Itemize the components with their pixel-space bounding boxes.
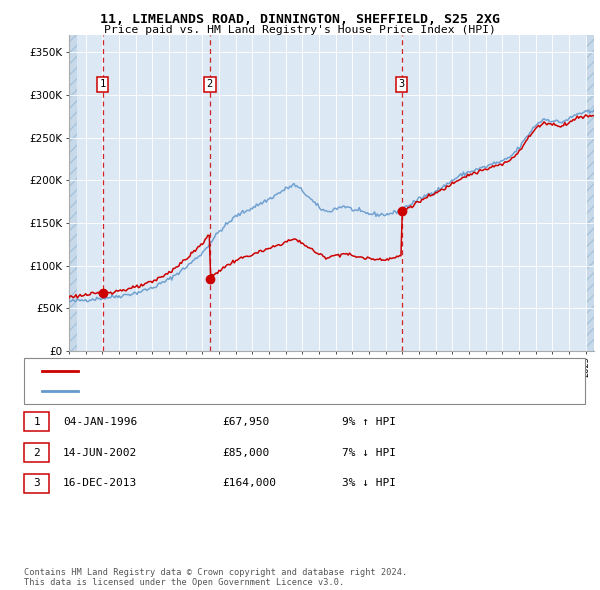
- Text: £164,000: £164,000: [222, 478, 276, 488]
- Text: Contains HM Land Registry data © Crown copyright and database right 2024.
This d: Contains HM Land Registry data © Crown c…: [24, 568, 407, 587]
- Text: 16-DEC-2013: 16-DEC-2013: [63, 478, 137, 488]
- Text: 2: 2: [33, 448, 40, 457]
- Text: 11, LIMELANDS ROAD, DINNINGTON, SHEFFIELD, S25 2XG: 11, LIMELANDS ROAD, DINNINGTON, SHEFFIEL…: [100, 13, 500, 26]
- Text: £67,950: £67,950: [222, 417, 269, 427]
- Text: 1: 1: [100, 79, 106, 89]
- Text: £85,000: £85,000: [222, 448, 269, 457]
- Text: 7% ↓ HPI: 7% ↓ HPI: [342, 448, 396, 457]
- Text: 3: 3: [33, 478, 40, 488]
- Text: Price paid vs. HM Land Registry's House Price Index (HPI): Price paid vs. HM Land Registry's House …: [104, 25, 496, 35]
- Text: 2: 2: [207, 79, 213, 89]
- Text: 14-JUN-2002: 14-JUN-2002: [63, 448, 137, 457]
- Text: 04-JAN-1996: 04-JAN-1996: [63, 417, 137, 427]
- Text: 11, LIMELANDS ROAD, DINNINGTON, SHEFFIELD, S25 2XG (detached house): 11, LIMELANDS ROAD, DINNINGTON, SHEFFIEL…: [87, 366, 481, 376]
- Bar: [69, 35, 77, 351]
- Text: 1: 1: [33, 417, 40, 427]
- Bar: [586, 35, 594, 351]
- Text: 3: 3: [398, 79, 405, 89]
- Text: 3% ↓ HPI: 3% ↓ HPI: [342, 478, 396, 488]
- Text: HPI: Average price, detached house, Rotherham: HPI: Average price, detached house, Roth…: [87, 386, 352, 396]
- Text: 9% ↑ HPI: 9% ↑ HPI: [342, 417, 396, 427]
